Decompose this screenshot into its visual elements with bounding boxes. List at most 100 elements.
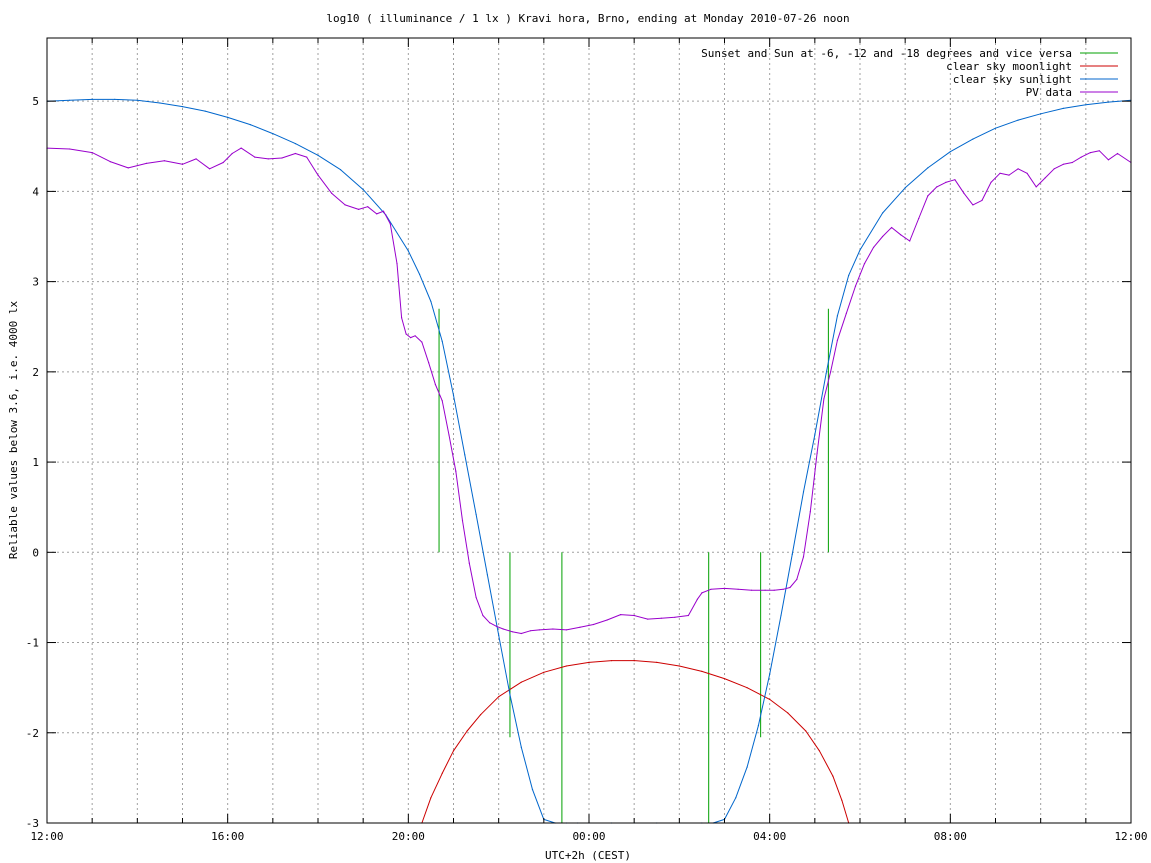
data-point [441, 340, 443, 342]
data-point [769, 698, 771, 701]
data-point [511, 631, 513, 633]
data-point [430, 797, 432, 799]
data-point [344, 204, 346, 206]
data-point [127, 167, 129, 169]
data-point [588, 661, 590, 664]
data-point [789, 586, 791, 589]
series-clear-sky-moonlight [421, 660, 850, 824]
data-point [791, 553, 793, 555]
series-line [421, 660, 850, 824]
data-point [466, 730, 468, 732]
data-point [520, 681, 522, 683]
data-point [114, 98, 116, 100]
data-point [254, 156, 256, 158]
data-point [209, 168, 211, 170]
data-point [163, 160, 165, 162]
data-point [396, 263, 398, 265]
data-point [1017, 119, 1019, 121]
data-point [468, 562, 470, 564]
data-point [1026, 172, 1028, 174]
data-point [306, 156, 308, 158]
data-point [91, 98, 93, 100]
data-point [1062, 163, 1064, 165]
data-point [769, 673, 771, 675]
data-point [509, 694, 511, 696]
legend: Sunset and Sun at -6, -12 and -18 degree… [701, 47, 1118, 99]
data-point [802, 556, 805, 558]
data-point [904, 187, 906, 189]
legend-label: clear sky moonlight [946, 60, 1072, 73]
data-point [674, 616, 676, 618]
data-point [464, 454, 466, 456]
data-point [990, 181, 992, 183]
data-point [882, 235, 884, 238]
data-point [954, 179, 956, 181]
data-point [294, 152, 296, 155]
data-point [620, 614, 622, 616]
data-point [735, 797, 737, 799]
data-point [486, 574, 488, 576]
data-point [802, 491, 805, 493]
y-tick-label: -3 [26, 817, 39, 830]
data-point [848, 274, 850, 276]
data-point [814, 434, 816, 436]
data-point [389, 223, 391, 225]
data-point [994, 127, 997, 129]
data-point [109, 161, 111, 163]
series-sunset-and-sun-at-6-12-and-18-degrees-and-vice-versa [438, 308, 829, 823]
data-point [1040, 113, 1042, 115]
data-point [787, 712, 789, 714]
data-point [362, 189, 364, 191]
data-point [181, 163, 184, 165]
data-point [227, 116, 229, 118]
data-point [455, 470, 457, 472]
data-point [1071, 161, 1073, 164]
data-point [723, 678, 726, 680]
data-point [414, 335, 416, 337]
data-point [452, 750, 455, 752]
data-point [723, 587, 726, 590]
x-tick-label: 12:00 [30, 830, 63, 843]
data-point [836, 339, 839, 341]
data-point [1008, 174, 1010, 176]
data-point [805, 730, 807, 732]
data-point [746, 687, 748, 689]
data-point [836, 315, 839, 317]
data-point [502, 628, 504, 630]
data-point [1044, 177, 1046, 179]
data-point [461, 520, 464, 522]
y-tick-label: -2 [26, 727, 39, 740]
data-point [832, 775, 834, 777]
data-point [480, 714, 482, 716]
series-line [46, 147, 1132, 634]
data-point [909, 240, 911, 242]
data-point [1017, 168, 1019, 170]
data-point [482, 614, 484, 617]
data-point [963, 192, 965, 194]
data-point [611, 660, 613, 662]
data-point [565, 629, 568, 631]
x-tick-label: 00:00 [572, 830, 605, 843]
data-point [410, 337, 412, 339]
data-point [936, 186, 938, 188]
data-point [701, 670, 703, 673]
data-point [972, 138, 974, 140]
data-point [317, 154, 319, 156]
data-point [240, 147, 242, 149]
y-tick-label: -1 [26, 637, 39, 650]
data-point [606, 619, 608, 621]
x-tick-label: 04:00 [753, 830, 786, 843]
data-point [281, 157, 283, 159]
data-point [863, 263, 866, 265]
data-point [430, 300, 432, 303]
data-point [751, 589, 753, 591]
data-point [1107, 101, 1109, 103]
data-point [317, 174, 319, 176]
data-point [249, 124, 251, 126]
data-point [816, 452, 818, 454]
data-point [780, 614, 782, 617]
data-point [927, 167, 929, 169]
data-point [647, 618, 649, 620]
data-point [796, 578, 798, 581]
